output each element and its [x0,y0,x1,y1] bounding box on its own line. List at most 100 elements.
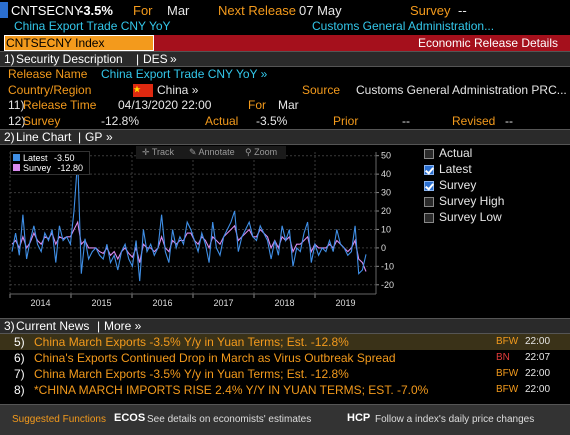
security-section-bar[interactable]: 1) Security Description | DES » [0,51,570,67]
agency-link[interactable]: Customs General Administration... [312,19,495,33]
chart-section-title: Line Chart [16,130,72,144]
annotate-tool[interactable]: ✎ Annotate [189,147,235,158]
y-tick-label: 10 [381,224,391,234]
x-tick-label: 2019 [336,298,356,308]
release-name-value[interactable]: China Export Trade CNY YoY » [101,67,268,81]
annotate-label: Annotate [198,147,235,157]
magnifier-icon: ⚲ [245,147,255,157]
side-legend-survey-low[interactable]: Survey Low [424,209,564,225]
pencil-icon: ✎ [189,147,199,157]
revised-label: Revised [452,114,496,128]
legend-survey: Survey -12.80 [13,163,83,173]
next-release-label: Next Release [218,3,297,18]
side-legend-actual[interactable]: Actual [424,145,564,161]
release-subtitle[interactable]: China Export Trade CNY YoY [14,19,171,33]
side-legend-survey-high-label: Survey High [439,194,505,208]
track-tool[interactable]: ✛ Track [142,147,174,158]
section-code: DES [143,52,168,66]
side-legend-survey-high[interactable]: Survey High [424,193,564,209]
survey-value: -- [458,3,467,18]
news-section-divider: | [97,319,101,333]
ticker: CNTSECNY [11,3,83,18]
legend-latest-name: Latest [23,153,48,163]
news-item[interactable]: 5) China March Exports -3.5% Y/y in Yuan… [0,334,570,350]
chart-svg[interactable]: 50 40 30 20 10 0 -10 -20 2014 2015 2016 2017 2018 201… [4,146,408,318]
for-value: Mar [167,3,190,18]
news-time: 22:00 [525,384,551,395]
legend-latest: Latest -3.50 [13,153,75,163]
ticker-box[interactable] [0,2,8,18]
chart-section-divider: | [78,130,82,144]
next-release-value: 07 May [299,3,342,18]
y-tick-label: 40 [381,169,391,179]
news-source: BFW [496,368,519,379]
side-legend-latest-label: Latest [439,162,472,176]
hcp-code[interactable]: HCP [347,412,371,424]
news-time: 22:00 [525,368,551,379]
survey-row-value: -12.8% [101,114,140,128]
crosshair-icon: ✛ [142,147,152,157]
section-num: 1) [4,52,15,66]
checkbox-survey-high[interactable] [424,196,434,207]
section-title: Security Description [16,52,123,66]
country-value[interactable]: China » [157,83,199,97]
side-legend-survey[interactable]: Survey [424,177,564,193]
prior-value: -- [402,114,410,128]
survey-row-label[interactable]: Survey [23,114,61,128]
y-tick-label: 20 [381,206,391,216]
source-label: Source [302,83,341,97]
news-section-bar[interactable]: 3) Current News | More » [0,318,570,334]
x-tick-label: 2015 [92,298,112,308]
news-headline[interactable]: China March Exports -3.5% Y/y in Yuan Te… [34,367,349,381]
survey-label: Survey [410,3,451,18]
news-time: 22:00 [525,336,551,347]
news-item[interactable]: 8) *CHINA MARCH IMPORTS RISE 2.4% Y/Y IN… [0,382,570,398]
y-tick-label: -10 [381,261,394,271]
checkbox-actual[interactable] [424,148,434,159]
zoom-tool[interactable]: ⚲ Zoom [245,147,277,158]
legend-survey-value: -12.80 [57,163,84,173]
news-item[interactable]: 6) China's Exports Continued Drop in Mar… [0,350,570,366]
y-tick-label: -20 [381,280,394,290]
release-time-num: 11) [8,98,25,112]
checkbox-latest[interactable] [424,164,434,175]
actual-value: -3.5% [256,114,288,128]
chart-section-bar[interactable]: 2) Line Chart | GP » [0,129,570,145]
track-label: Track [151,147,175,157]
x-tick-label: 2018 [275,298,295,308]
legend-survey-swatch [13,164,20,171]
chart-toolbar [136,146,286,159]
news-headline[interactable]: *CHINA MARCH IMPORTS RISE 2.4% Y/Y IN YU… [34,383,429,397]
series-line-survey [11,220,367,272]
news-headline[interactable]: China's Exports Continued Drop in March … [34,351,396,365]
chart-section-arrow: » [106,130,113,144]
news-source: BFW [496,336,519,347]
title-tab-text: Economic Release Details [417,36,558,50]
suggested-functions[interactable]: Suggested Functions [12,414,106,425]
title-tab [154,35,570,51]
legend-latest-swatch [13,154,20,161]
prior-label: Prior [333,114,359,128]
inner-legend [10,151,90,175]
release-time-value: 04/13/2020 22:00 [118,98,212,112]
news-section-title: Current News [16,319,90,333]
checkbox-survey[interactable] [424,180,434,191]
side-legend-latest[interactable]: Latest [424,161,564,177]
news-item[interactable]: 7) China March Exports -3.5% Y/y in Yuan… [0,366,570,382]
checkbox-survey-low[interactable] [424,212,434,223]
section-arrow: » [170,52,177,66]
x-tick-label: 2016 [153,298,173,308]
news-time: 22:07 [525,352,551,363]
news-num: 7) [14,367,25,381]
chart-section-code: GP [85,130,103,144]
release-name-label: Release Name [8,67,88,81]
legend-survey-name: Survey [23,163,52,173]
index-label-box[interactable] [4,35,154,51]
x-tick-label: 2014 [31,298,51,308]
news-num: 8) [14,383,25,397]
ecos-code[interactable]: ECOS [114,412,146,424]
for-label: For [133,3,153,18]
news-headline[interactable]: China March Exports -3.5% Y/y in Yuan Te… [34,335,349,349]
release-time-label[interactable]: Release Time [23,98,97,112]
news-source: BFW [496,384,519,395]
